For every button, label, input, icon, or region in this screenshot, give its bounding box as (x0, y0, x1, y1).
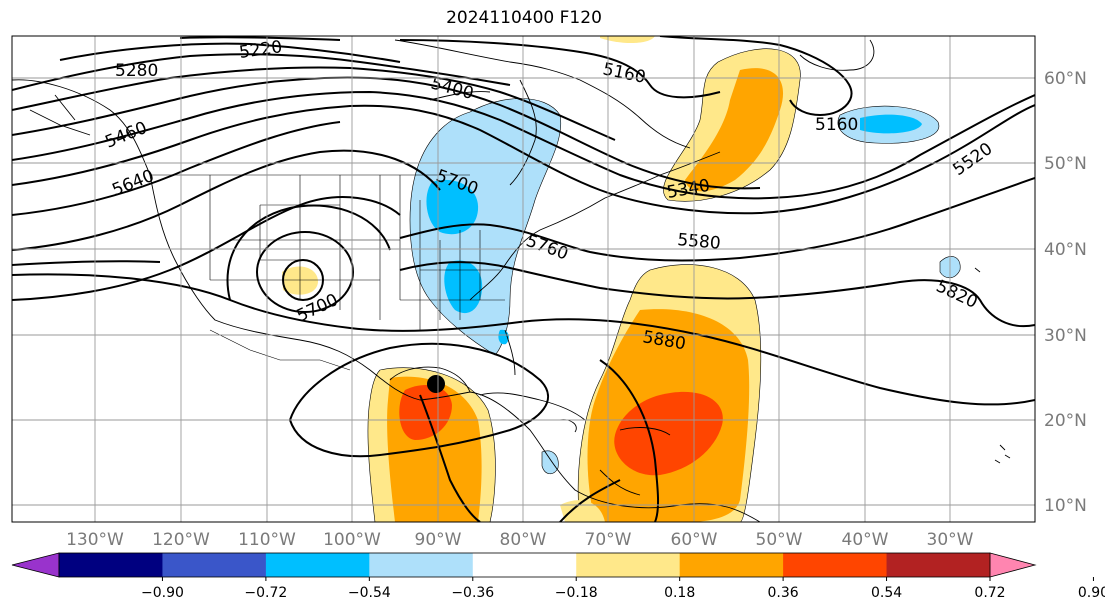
colorbar-tick-label: −0.18 (555, 585, 598, 601)
lon-label: 120°W (152, 530, 210, 550)
colorbar-tick-label: 0.36 (768, 585, 799, 601)
colorbar-tick-label: 0.72 (974, 585, 1005, 601)
colorbar-segment (265, 553, 370, 577)
lat-label: 10°N (1044, 496, 1087, 516)
latitude-labels: 60°N 50°N 40°N 30°N 20°N 10°N (1044, 69, 1087, 516)
position-marker-dot (427, 375, 445, 393)
gridlines (12, 36, 1035, 522)
colorbar-segments (59, 553, 991, 577)
lat-label: 30°N (1044, 326, 1087, 346)
colorbar-tick-label: 0.18 (664, 585, 695, 601)
colorbar-outline (58, 552, 991, 578)
coastlines (12, 39, 1011, 522)
colorbar-segment (369, 553, 474, 577)
lat-label: 50°N (1044, 154, 1087, 174)
lon-label: 110°W (238, 530, 296, 550)
map-title: 2024110400 F120 (446, 8, 602, 28)
colorbar-extend-low (11, 552, 60, 578)
map-frame (11, 35, 1036, 523)
state-borders (150, 174, 505, 371)
colorbar-tick-label: −0.54 (348, 585, 391, 601)
colorbar-segment (162, 553, 267, 577)
colorbar-segment (679, 553, 784, 577)
colorbar-tick-label: −0.72 (244, 585, 287, 601)
lat-label: 40°N (1044, 240, 1087, 260)
longitude-labels: 130°W 120°W 110°W 100°W 90°W 80°W 70°W 6… (66, 530, 974, 550)
lon-label: 130°W (66, 530, 124, 550)
lon-label: 90°W (415, 530, 462, 550)
colorbar-segment (886, 553, 991, 577)
lon-label: 70°W (585, 530, 632, 550)
colorbar-tick-label: 0.90 (1078, 585, 1105, 601)
lon-label: 30°W (927, 530, 974, 550)
lon-label: 40°W (842, 530, 889, 550)
contour-label: 5280 (115, 61, 158, 81)
lat-label: 60°N (1044, 69, 1087, 89)
contour-label: 5160 (815, 115, 858, 135)
colorbar-tick-label: −0.36 (451, 585, 494, 601)
lon-label: 50°W (756, 530, 803, 550)
colorbar: −0.90 −0.72 −0.54 −0.36 −0.18 0.18 0.36 0.54 0.7… (11, 552, 1105, 601)
colorbar-ticks: −0.90 −0.72 −0.54 −0.36 −0.18 0.18 0.36 0.54 0.7… (141, 577, 1105, 601)
lon-label: 60°W (671, 530, 718, 550)
lon-label: 100°W (323, 530, 381, 550)
colorbar-tick-label: 0.54 (871, 585, 902, 601)
lat-label: 20°N (1044, 411, 1087, 431)
positive-anomaly-shading (282, 36, 801, 522)
colorbar-segment (783, 553, 888, 577)
contour-label: 5580 (677, 230, 722, 254)
colorbar-segment (576, 553, 681, 577)
map-content: 5220 5280 5160 5400 5160 5460 5520 5640 … (12, 36, 1035, 522)
colorbar-segment (59, 553, 163, 577)
colorbar-extend-high (989, 552, 1037, 578)
lon-label: 80°W (500, 530, 547, 550)
colorbar-segment (472, 553, 577, 577)
height-contours (12, 36, 1035, 522)
colorbar-tick-label: −0.90 (141, 585, 184, 601)
